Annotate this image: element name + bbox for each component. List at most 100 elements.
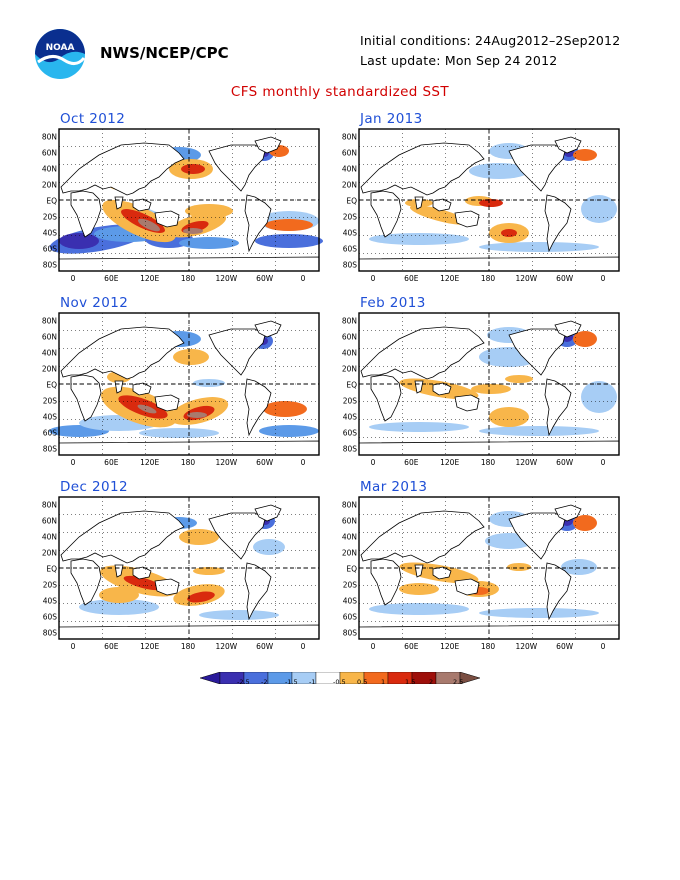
latitude-label: 60N	[342, 333, 357, 342]
anomaly-contour	[573, 331, 597, 347]
longitude-label: 120E	[140, 458, 159, 467]
latitude-label: 60S	[343, 429, 358, 438]
longitude-label: 180	[481, 642, 496, 651]
continent	[254, 320, 282, 338]
colorbar-low-end	[200, 672, 221, 684]
latitude-label: EQ	[346, 565, 357, 574]
continent	[70, 374, 102, 422]
colorbar-tick-label: 2	[429, 678, 434, 686]
continent	[244, 194, 272, 253]
latitude-label: 80N	[42, 501, 57, 510]
sst-map-mar-2013: 80N 60N 40N 20N EQ 20S 40S 60S 80S 0 60E 120E 180 120…	[342, 496, 620, 651]
longitude-label: 120W	[215, 274, 237, 283]
latitude-label: 40S	[343, 229, 358, 238]
anomaly-contour	[409, 205, 469, 225]
latitude-label: 40N	[42, 165, 57, 174]
longitude-label: 120E	[440, 642, 459, 651]
colorbar-tick-label: 2.5	[453, 678, 464, 686]
anomaly-contour	[99, 587, 139, 603]
continent	[208, 144, 266, 192]
continent	[454, 394, 480, 412]
anomaly-contour	[193, 379, 225, 387]
anomaly-contour	[179, 237, 239, 249]
anomaly-contour	[507, 563, 531, 571]
longitude-label: 120W	[215, 642, 237, 651]
continent	[132, 382, 152, 396]
continent	[432, 566, 452, 580]
anomaly-contour	[123, 575, 163, 591]
latitude-label: EQ	[46, 381, 57, 390]
longitude-label: 60E	[404, 642, 419, 651]
anomaly-contour	[471, 384, 511, 394]
graticule	[359, 313, 619, 455]
sst-map-jan-2013: 80N 60N 40N 20N EQ 20S 40S 60S 80S 0 60E 120E 180 120…	[342, 128, 620, 283]
continent	[154, 578, 180, 596]
latitude-label: 80N	[342, 133, 357, 142]
continent	[370, 374, 402, 422]
continent	[554, 320, 582, 338]
anomaly-contour	[581, 381, 617, 413]
latitude-label: 20S	[43, 213, 58, 222]
latitude-label: 40N	[342, 349, 357, 358]
longitude-label: 0	[371, 274, 376, 283]
noaa-logo-text: NOAA	[46, 43, 75, 53]
longitude-label: 0	[601, 642, 606, 651]
longitude-label: 60W	[256, 642, 274, 651]
longitude-label: 180	[181, 274, 196, 283]
map-frame	[58, 128, 320, 272]
colorbar-tick-label: -1	[309, 678, 316, 686]
longitude-label: 120E	[140, 642, 159, 651]
longitude-label: 0	[71, 458, 76, 467]
longitude-label: 0	[301, 642, 306, 651]
latitude-label: 20S	[43, 397, 58, 406]
longitude-label: 60E	[404, 274, 419, 283]
anomaly-contour	[187, 412, 207, 418]
latitude-label: 20N	[342, 365, 357, 374]
longitude-label: 60W	[556, 274, 574, 283]
latitude-label: 20S	[343, 581, 358, 590]
longitude-label: 180	[181, 458, 196, 467]
anomaly-contour	[253, 539, 285, 555]
continent	[544, 562, 572, 621]
latitude-label: 60S	[43, 429, 58, 438]
map-frame	[358, 128, 620, 272]
colorbar-tick-label: -2	[261, 678, 268, 686]
colorbar-tick-label: 0.5	[357, 678, 368, 686]
latitude-label: 60S	[343, 613, 358, 622]
anomaly-contour	[263, 401, 307, 417]
latitude-label: 40N	[342, 165, 357, 174]
anomaly-contour	[199, 610, 279, 620]
colorbar-tick-label: -1.5	[285, 678, 298, 686]
continent	[554, 504, 582, 522]
latitude-label: 20N	[342, 549, 357, 558]
panel-title-nov-2012: Nov 2012	[60, 295, 129, 311]
latitude-label: 80S	[43, 261, 58, 270]
anomaly-contour	[479, 608, 599, 618]
anomaly-contour	[561, 559, 597, 575]
latitude-label: EQ	[46, 565, 57, 574]
longitude-label: 0	[301, 274, 306, 283]
panel-title-dec-2012: Dec 2012	[60, 479, 128, 495]
continent	[454, 210, 480, 228]
anomaly-contour	[185, 204, 233, 218]
latitude-label: 60N	[42, 517, 57, 526]
longitude-label: 180	[481, 274, 496, 283]
longitude-label: 60E	[104, 274, 119, 283]
latitude-label: 40S	[43, 413, 58, 422]
longitude-label: 120W	[215, 458, 237, 467]
continent	[70, 190, 102, 238]
anomaly-contour	[479, 426, 599, 436]
panel-title-feb-2013: Feb 2013	[360, 295, 426, 311]
latitude-label: 20S	[343, 397, 358, 406]
longitude-label: 60W	[556, 458, 574, 467]
initial-conditions: Initial conditions: 24Aug2012–2Sep2012	[360, 33, 621, 48]
panel-title-oct-2012: Oct 2012	[60, 111, 126, 127]
continent	[508, 512, 566, 560]
latitude-label: 20S	[43, 581, 58, 590]
longitude-label: 120W	[515, 642, 537, 651]
anomaly-contour	[505, 375, 533, 383]
anomaly-contour	[581, 195, 617, 223]
panel-title-jan-2013: Jan 2013	[360, 111, 423, 127]
graticule	[59, 313, 319, 455]
colorbar-tick-label: 1.5	[405, 678, 416, 686]
